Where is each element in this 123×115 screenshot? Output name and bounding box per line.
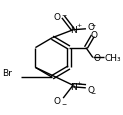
Text: CH₃: CH₃ <box>105 54 121 63</box>
Text: O: O <box>87 23 94 32</box>
Text: O: O <box>54 96 61 105</box>
Text: +: + <box>76 80 81 85</box>
Text: N: N <box>70 82 77 91</box>
Text: N: N <box>70 26 77 34</box>
Text: −: − <box>62 101 67 106</box>
Text: O: O <box>90 30 97 39</box>
Text: Br: Br <box>2 68 12 77</box>
Text: −: − <box>90 23 96 28</box>
Text: −: − <box>62 12 67 17</box>
Text: O: O <box>54 13 61 22</box>
Text: −: − <box>90 89 96 94</box>
Text: O: O <box>94 54 101 63</box>
Text: +: + <box>76 23 81 28</box>
Text: O: O <box>87 85 94 94</box>
